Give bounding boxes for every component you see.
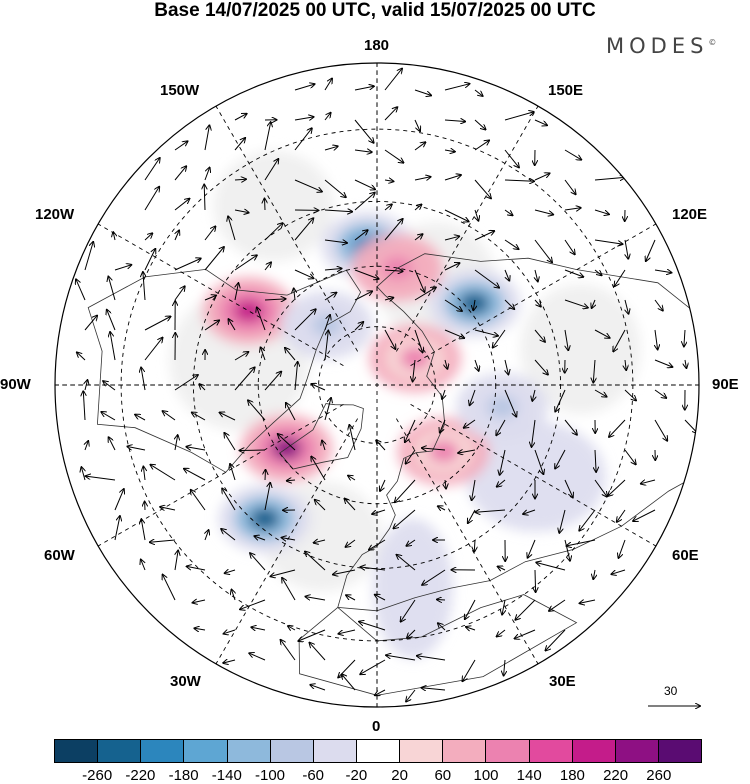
colorbar-tick-label: 140 [517,767,542,784]
colorbar-segment [55,740,98,762]
wind-arrow [437,600,445,601]
lon-label-0: 0 [372,718,380,735]
lon-label-30w: 30W [170,673,201,690]
colorbar-tick-label: -60 [302,767,324,784]
wind-arrow [265,470,266,480]
colorbar-tick-label: -20 [346,767,368,784]
colorbar-tick-label: -100 [255,767,285,784]
colorbar-tick-label: 20 [391,767,408,784]
colorbar-segment [314,740,357,762]
anomaly-positive-core [400,347,430,369]
colorbar-tick-label: -180 [169,767,199,784]
lon-label-90w: 90W [0,376,31,393]
colorbar-segment [98,740,141,762]
lon-label-30e: 30E [549,673,576,690]
colorbar-segment [400,740,443,762]
colorbar-tick-label: 60 [434,767,451,784]
lon-label-60w: 60W [44,547,75,564]
anomaly-negative-core [250,508,280,530]
wind-arrow [265,199,266,210]
lon-label-120e: 120E [672,206,707,223]
anomaly-zone [214,151,334,261]
colorbar-segment [357,740,400,762]
wind-arrow [240,450,265,451]
colorbar-tick-label: 100 [473,767,498,784]
lon-label-60e: 60E [672,547,699,564]
lon-label-180: 180 [364,37,389,54]
colorbar-tick-label: 220 [603,767,628,784]
anomaly-positive-core [429,441,459,463]
colorbar-tick-label: 260 [646,767,671,784]
colorbar [54,739,702,763]
lon-label-150w: 150W [160,82,199,99]
lon-label-120w: 120W [35,206,74,223]
lon-label-150e: 150E [548,82,583,99]
wind-arrow [474,540,475,552]
anomaly-positive-core [234,300,264,322]
colorbar-tick-label: -140 [212,767,242,784]
colorbar-tick-label: 180 [560,767,585,784]
colorbar-segment [530,740,573,762]
colorbar-segment [184,740,227,762]
colorbar-segment [271,740,314,762]
wind-arrow [535,570,536,592]
colorbar-segment [443,740,486,762]
colorbar-tick-label: -260 [82,767,112,784]
colorbar-segment [228,740,271,762]
colorbar-segment [486,740,529,762]
colorbar-segment [659,740,701,762]
reference-arrow-label: 30 [664,684,677,698]
lon-label-90e: 90E [712,376,739,393]
colorbar-tick-label: -220 [125,767,155,784]
colorbar-segment [141,740,184,762]
colorbar-segment [573,740,616,762]
colorbar-segment [616,740,659,762]
